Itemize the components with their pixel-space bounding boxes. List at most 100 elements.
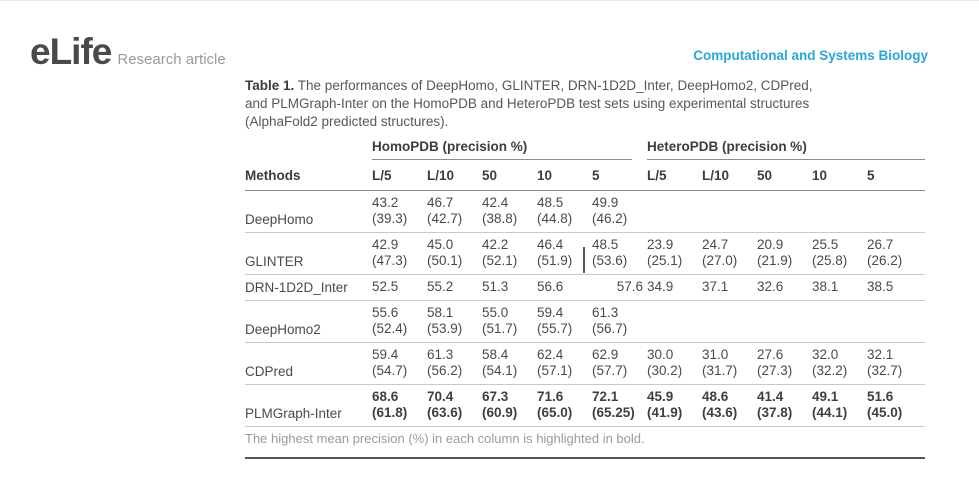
col-header: L/10 [427,160,482,191]
value-cell: 58.4 (54.1) [482,342,537,385]
precision-value: 27.6 [757,347,784,362]
precision-value-af2: (65.25) [592,405,635,420]
precision-value: 51.6 [867,389,894,404]
precision-value: 57.6 [616,279,644,294]
value-cell: 48.6 (43.6) [702,384,758,427]
table-footnote: The highest mean precision (%) in each c… [245,431,645,446]
caption-label: Table 1. [245,78,295,93]
method-name: DRN-1D2D_Inter [245,274,372,301]
precision-value-af2: (63.6) [427,405,463,420]
value-cell: 62.4 (57.1) [537,342,592,385]
precision-value: 61.3 [592,305,619,320]
precision-value-af2: (45.0) [867,405,903,420]
precision-value: 48.5 [592,237,619,252]
precision-value: 26.7 [867,237,894,252]
precision-value-af2: (26.2) [867,253,903,268]
table-body: DeepHomo 43.2 (39.3) 46.7 (42.7) 42.4 (38.8) 48… [245,190,926,427]
precision-value-af2: (39.3) [372,211,408,226]
elife-logo[interactable]: eLife [30,31,112,72]
value-cell [757,190,813,233]
precision-value: 20.9 [757,237,784,252]
value-cell: 58.1 (53.9) [427,300,482,343]
value-cell: 59.4 (55.7) [537,300,592,343]
method-name: PLMGraph-Inter [245,384,372,427]
value-cell: 70.4 (63.6) [427,384,482,427]
precision-value: 45.9 [647,389,674,404]
results-table-wrap: HomoPDB (precision %) HeteroPDB (precisi… [245,139,926,427]
value-cell: 62.9 (57.7) [592,342,648,385]
value-cell: 48.5 (44.8) [537,190,592,233]
col-header: 5 [592,160,648,191]
precision-value-af2: (56.7) [592,321,628,336]
subject-category-link[interactable]: Computational and Systems Biology [693,48,928,63]
value-cell: 34.9 [647,274,703,301]
group-header-heteropdb: HeteroPDB (precision %) [647,139,926,160]
caption-line-2: and PLMGraph-Inter on the HomoPDB and He… [245,96,810,111]
precision-value: 70.4 [427,389,454,404]
value-cell: 49.9 (46.2) [592,190,648,233]
value-cell: 30.0 (30.2) [647,342,703,385]
precision-value: 43.2 [372,195,399,210]
value-cell: 55.2 [427,274,482,301]
precision-value-af2: (60.9) [482,405,518,420]
bottom-rule [245,457,925,459]
brand-header: eLife Research article [30,31,226,73]
precision-value: 52.5 [372,279,399,294]
value-cell: 26.7 (26.2) [867,232,926,275]
value-cell: 55.6 (52.4) [372,300,427,343]
precision-value-af2: (41.9) [647,405,683,420]
value-cell [867,300,926,343]
precision-value-af2: (27.3) [757,363,793,378]
value-cell [647,300,703,343]
precision-value-af2: (50.1) [427,253,463,268]
table-row: CDPred 59.4 (54.7) 61.3 (56.2) 58.4 (54.1) 62.4… [245,342,926,385]
value-cell: 45.0 (50.1) [427,232,482,275]
precision-value: 31.0 [702,347,729,362]
value-cell: 42.4 (38.8) [482,190,537,233]
value-cell: 56.6 [537,274,592,301]
article-type-label: Research article [117,51,226,68]
precision-value: 46.7 [427,195,454,210]
precision-value-af2: (53.6) [592,253,628,268]
value-cell: 32.6 [757,274,813,301]
col-header: 5 [867,160,926,191]
precision-value: 55.2 [427,279,454,294]
value-cell: 32.1 (32.7) [867,342,926,385]
precision-value-af2: (52.4) [372,321,408,336]
precision-value: 59.4 [372,347,399,362]
col-header: 10 [537,160,592,191]
value-cell: 49.1 (44.1) [812,384,868,427]
precision-value: 55.6 [372,305,399,320]
precision-value: 72.1 [592,389,619,404]
precision-value: 48.6 [702,389,729,404]
value-cell [702,300,758,343]
precision-value: 32.6 [757,279,784,294]
precision-value-af2: (32.2) [812,363,848,378]
value-cell: 20.9 (21.9) [757,232,813,275]
precision-value: 67.3 [482,389,509,404]
column-header-row: Methods L/5 L/10 50 10 5 L/5 L/10 50 10 … [245,160,926,191]
value-cell: 43.2 (39.3) [372,190,427,233]
value-cell: 61.3 (56.7) [592,300,648,343]
value-cell [812,300,868,343]
precision-value: 42.9 [372,237,399,252]
precision-value: 71.6 [537,389,564,404]
table-row: PLMGraph-Inter 68.6 (61.8) 70.4 (63.6) 67.3 (6… [245,384,926,427]
value-cell [757,300,813,343]
precision-value-af2: (51.9) [537,253,573,268]
method-name: GLINTER [245,232,372,275]
precision-value: 48.5 [537,195,564,210]
precision-value: 51.3 [482,279,509,294]
precision-value-af2: (42.7) [427,211,463,226]
precision-value-af2: (65.0) [537,405,573,420]
value-cell: 24.7 (27.0) [702,232,758,275]
value-cell: 46.7 (42.7) [427,190,482,233]
value-cell: 27.6 (27.3) [757,342,813,385]
value-cell: 23.9 (25.1) [647,232,703,275]
precision-value: 38.5 [867,279,894,294]
precision-value-af2: (51.7) [482,321,518,336]
precision-value-af2: (27.0) [702,253,738,268]
col-header: L/5 [647,160,703,191]
value-cell: 67.3 (60.9) [482,384,537,427]
